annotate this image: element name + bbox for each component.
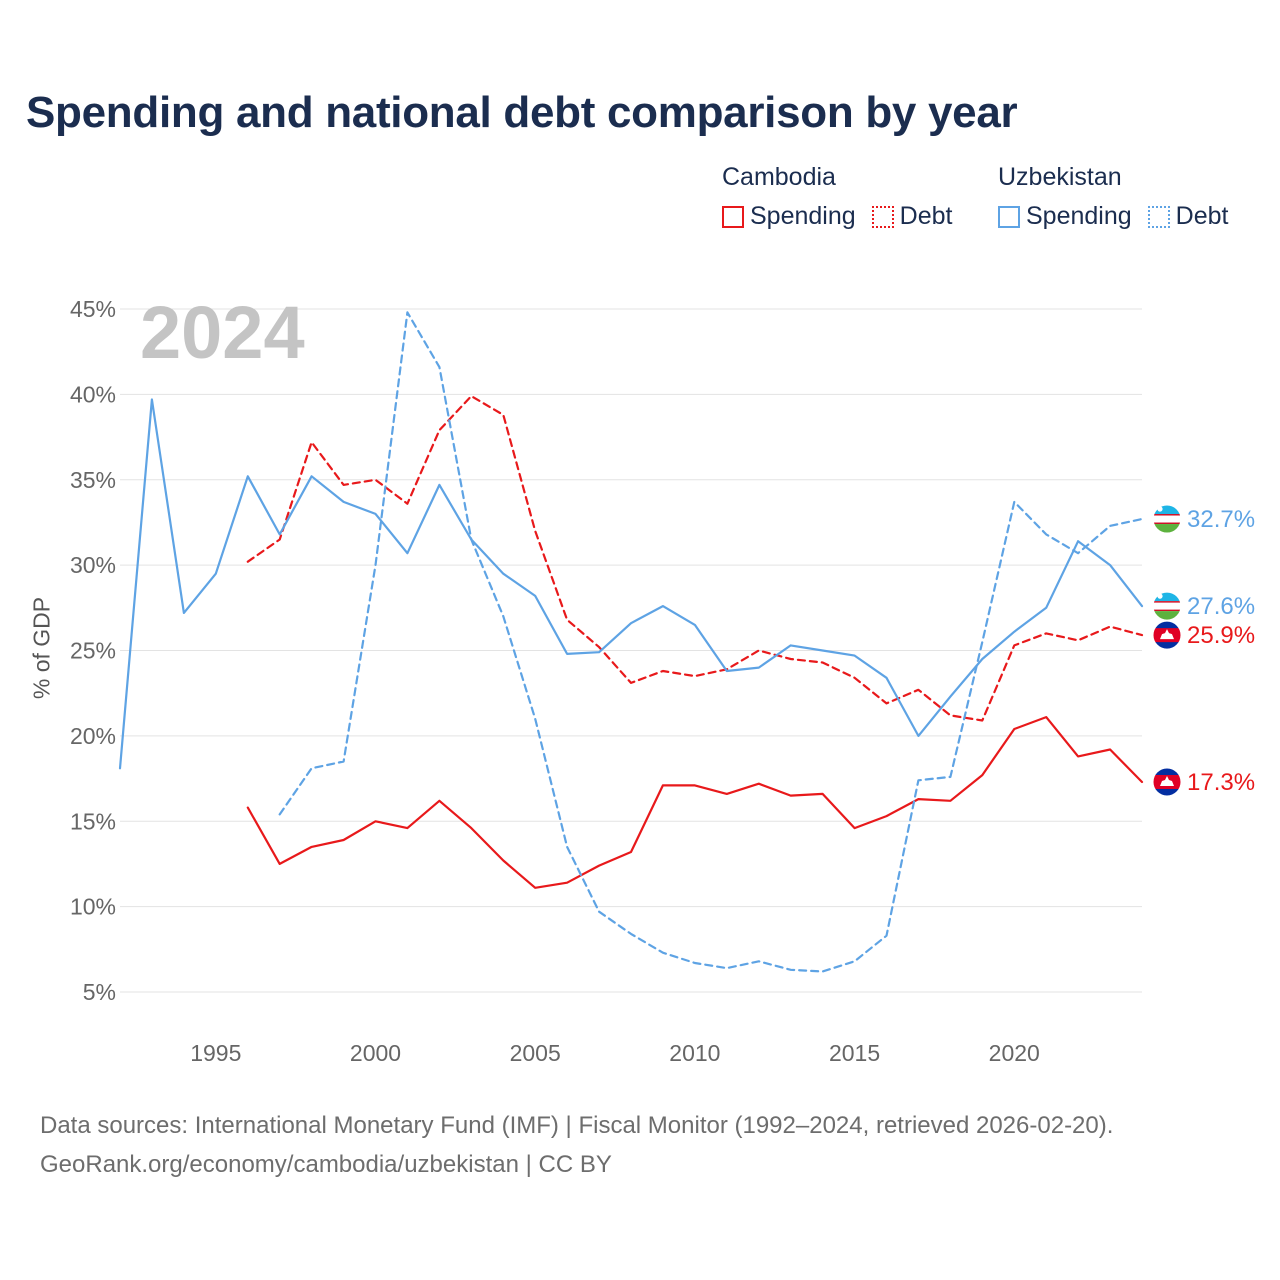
series-line-uzbekistan-debt (278, 311, 1144, 973)
flag-band-blue (1153, 505, 1181, 515)
flag-band-green (1153, 611, 1181, 621)
series-line-cambodia-debt (246, 395, 1144, 722)
year-watermark: 2024 (140, 291, 305, 374)
series-lines (118, 311, 1144, 973)
legend-item-cambodia-debt[interactable]: Debt (871, 202, 953, 231)
y-tick-label: 25% (70, 638, 116, 664)
end-marker-uzbekistan-debt: 32.7% (1152, 504, 1255, 534)
legend-swatch-solid (998, 205, 1020, 228)
data-sources-footer: Data sources: International Monetary Fun… (40, 1106, 1113, 1184)
flag-stripe-red (1153, 514, 1181, 516)
y-tick-label: 35% (70, 467, 116, 493)
flag-band-blue (1153, 592, 1181, 602)
y-axis-label: % of GDP (28, 596, 55, 700)
x-tick-label: 2000 (350, 1040, 401, 1066)
flag-ring (1152, 504, 1182, 534)
legend-item-uzbekistan-spending[interactable]: Spending (998, 202, 1132, 231)
end-marker-uzbekistan-spending: 27.6% (1152, 591, 1255, 621)
flag-ring (1152, 620, 1182, 650)
footer-line-sources: Data sources: International Monetary Fun… (40, 1112, 1114, 1139)
series-line-uzbekistan-spending (118, 398, 1144, 770)
flag-stripe-red (1153, 601, 1181, 603)
end-marker-cambodia-debt: 25.9% (1152, 620, 1255, 650)
y-tick-label: 40% (70, 381, 116, 407)
end-value-label: 25.9% (1187, 622, 1255, 649)
legend-label: Spending (750, 202, 856, 230)
legend-label: Debt (1175, 202, 1229, 230)
x-tick-label: 2010 (669, 1040, 720, 1066)
flag-band-white (1153, 514, 1181, 525)
flag-stripe-red (1153, 609, 1181, 612)
legend-swatch-dotted (1147, 205, 1170, 228)
y-tick-label: 20% (70, 723, 116, 749)
end-marker-cambodia-spending: 17.3% (1152, 767, 1255, 797)
legend-group-cambodia: Cambodia Spending Debt (722, 160, 968, 231)
flag-temple (1160, 775, 1174, 786)
uzbekistan-flag-icon (1153, 505, 1181, 534)
flag-temple (1160, 629, 1174, 640)
flag-band-green (1153, 524, 1181, 534)
y-tick-label: 45% (70, 296, 116, 322)
gridlines (120, 308, 1142, 993)
cambodia-flag-icon (1153, 767, 1181, 796)
legend-swatch-dotted (871, 205, 894, 228)
legend-group-name: Cambodia (722, 163, 836, 191)
end-value-label: 17.3% (1187, 769, 1255, 796)
y-axis-ticks: 5% 10% 15% 20% 25% 30% 35% 40% 45% (70, 296, 116, 1005)
chart-title: Spending and national debt comparison by… (26, 88, 1018, 137)
uzbekistan-flag-icon (1153, 592, 1181, 621)
y-tick-label: 10% (70, 894, 116, 920)
series-line-cambodia-spending (246, 715, 1144, 889)
flag-ring (1152, 767, 1182, 797)
footer-line-link[interactable]: GeoRank.org/economy/cambodia/uzbekistan … (40, 1151, 612, 1178)
x-tick-label: 2020 (989, 1040, 1040, 1066)
end-value-label: 32.7% (1187, 506, 1255, 533)
end-markers: 17.3% 25.9%27.6% 32.7% (1152, 504, 1255, 797)
end-value-label: 27.6% (1187, 593, 1255, 620)
cambodia-flag-icon (1153, 621, 1181, 650)
legend-group-uzbekistan: Uzbekistan Spending Debt (998, 160, 1228, 231)
legend-label: Debt (899, 202, 953, 230)
y-tick-label: 30% (70, 552, 116, 578)
x-tick-label: 2005 (510, 1040, 561, 1066)
legend-item-uzbekistan-debt[interactable]: Debt (1147, 202, 1229, 231)
legend-label: Spending (1026, 202, 1132, 230)
x-axis-ticks: 1995 2000 2005 2010 2015 2020 (190, 1040, 1040, 1066)
flag-band-white (1153, 601, 1181, 612)
x-tick-label: 2015 (829, 1040, 880, 1066)
y-tick-label: 5% (83, 979, 116, 1005)
legend-group-name: Uzbekistan (998, 163, 1122, 191)
legend-item-cambodia-spending[interactable]: Spending (722, 202, 856, 231)
legend-swatch-solid (722, 205, 744, 228)
y-tick-label: 15% (70, 808, 116, 834)
x-tick-label: 1995 (190, 1040, 241, 1066)
flag-ring (1152, 591, 1182, 621)
flag-stripe-red (1153, 522, 1181, 525)
